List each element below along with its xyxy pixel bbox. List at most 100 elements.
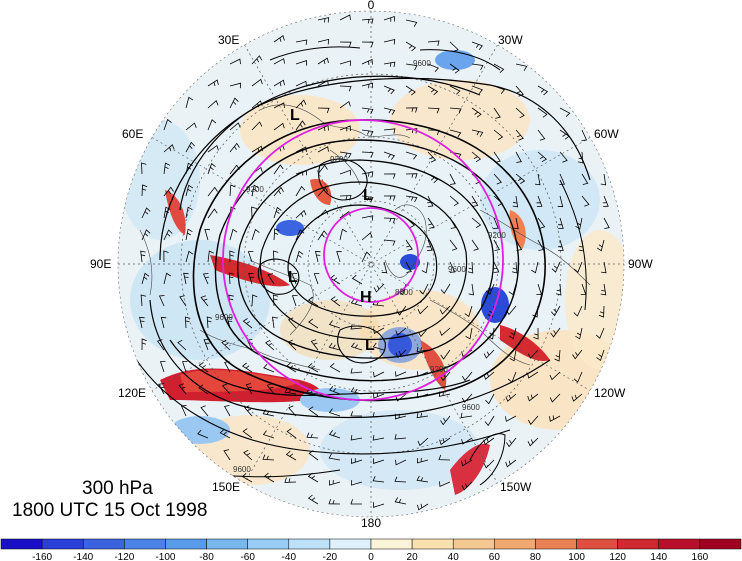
- wind-barb: [197, 429, 209, 439]
- wind-barb: [330, 296, 341, 307]
- wind-barb: [226, 316, 233, 329]
- wind-barb: [550, 327, 561, 338]
- wind-barb: [207, 186, 218, 197]
- wind-barb: [339, 151, 352, 159]
- wind-barb: [158, 383, 165, 395]
- wind-barb: [464, 305, 473, 318]
- wind-barb: [427, 151, 437, 163]
- wind-barb: [317, 38, 330, 45]
- wind-barb: [405, 41, 417, 52]
- wind-barb: [267, 273, 275, 285]
- wind-barb: [242, 318, 253, 329]
- wind-barb: [317, 230, 328, 241]
- wind-barb: [361, 58, 373, 66]
- wind-barb: [350, 499, 362, 505]
- wind-barb: [313, 273, 320, 285]
- wind-barb: [515, 63, 528, 71]
- wind-barb: [317, 209, 329, 219]
- wind-barb: [361, 232, 373, 241]
- wind-barb: [537, 239, 544, 251]
- wind-barb: [417, 503, 429, 511]
- wind-barb: [471, 107, 482, 118]
- wind-barb: [273, 186, 284, 197]
- wind-barb: [383, 173, 396, 179]
- wind-barb: [291, 295, 298, 307]
- wind-barb: [537, 129, 546, 141]
- wind-barb: [339, 85, 352, 92]
- wind-barb: [185, 184, 194, 197]
- wind-barb: [373, 458, 385, 464]
- wind-barb: [141, 207, 151, 219]
- wind-barb: [395, 349, 407, 359]
- wind-barb: [163, 229, 173, 241]
- wind-barb: [310, 339, 319, 351]
- contour-label: 9600: [215, 313, 233, 322]
- wind-barb: [600, 173, 607, 186]
- wind-barb: [372, 476, 385, 483]
- wind-barb: [328, 498, 341, 505]
- wind-barb: [373, 327, 385, 335]
- wind-barb: [361, 41, 374, 48]
- wind-barb: [602, 195, 609, 207]
- wind-barb: [184, 316, 191, 329]
- wind-barb: [291, 273, 298, 285]
- wind-barb: [471, 129, 484, 137]
- wind-barb: [471, 239, 479, 251]
- wind-barb: [427, 173, 439, 184]
- low-marker: L: [363, 187, 373, 204]
- wind-barb: [317, 146, 329, 153]
- wind-barb: [508, 283, 517, 296]
- wind-barb: [229, 82, 242, 89]
- contour-label: 9600: [448, 265, 466, 274]
- wind-barb: [306, 432, 319, 439]
- colorbar-box: [452, 538, 495, 550]
- wind-barb: [198, 362, 209, 373]
- wind-barb: [600, 283, 607, 296]
- wind-barb: [286, 428, 297, 439]
- wind-barb: [163, 272, 172, 285]
- wind-barb: [141, 338, 147, 351]
- wind-barb: [559, 129, 570, 140]
- wind-barb: [373, 283, 385, 293]
- wind-barb: [461, 437, 473, 445]
- wind-barb: [251, 55, 263, 65]
- wind-barb: [505, 459, 517, 468]
- wind-barb: [178, 383, 187, 395]
- wind-barb: [395, 459, 407, 466]
- wind-barb: [329, 362, 341, 373]
- wind-barb: [461, 459, 473, 467]
- wind-barb: [439, 481, 451, 487]
- lon-label-30e: 30E: [218, 33, 239, 47]
- wind-barb: [581, 173, 589, 185]
- wind-barb: [350, 480, 363, 486]
- colorbar-tick-label: -20: [323, 552, 338, 561]
- wind-barb: [512, 195, 519, 208]
- wind-barb: [449, 217, 457, 229]
- wind-barb: [421, 261, 429, 274]
- wind-barb: [361, 171, 374, 177]
- wind-barb: [206, 316, 213, 329]
- wind-barb: [550, 305, 561, 317]
- wind-barb: [251, 184, 259, 197]
- wind-barb: [383, 85, 395, 95]
- wind-barb: [468, 283, 474, 296]
- wind-barb: [536, 195, 543, 207]
- wind-barb: [485, 393, 495, 405]
- wind-barb: [394, 413, 407, 420]
- wind-barb: [581, 129, 588, 141]
- wind-barb: [598, 305, 605, 318]
- colorbar-box: [41, 538, 84, 550]
- wind-barb: [394, 497, 407, 505]
- wind-barb: [350, 411, 363, 417]
- colorbar-tick-label: 140: [650, 552, 667, 561]
- wind-barb: [419, 283, 429, 295]
- wind-barb: [339, 14, 351, 21]
- wind-barb: [573, 305, 583, 317]
- wind-barb: [505, 393, 517, 402]
- wind-barb: [207, 208, 218, 219]
- wind-barb: [177, 339, 187, 351]
- wind-barb: [329, 386, 341, 395]
- wind-barb: [373, 392, 385, 399]
- lon-label-90e: 90E: [90, 257, 111, 271]
- colorbar-tick-label: -60: [240, 552, 255, 561]
